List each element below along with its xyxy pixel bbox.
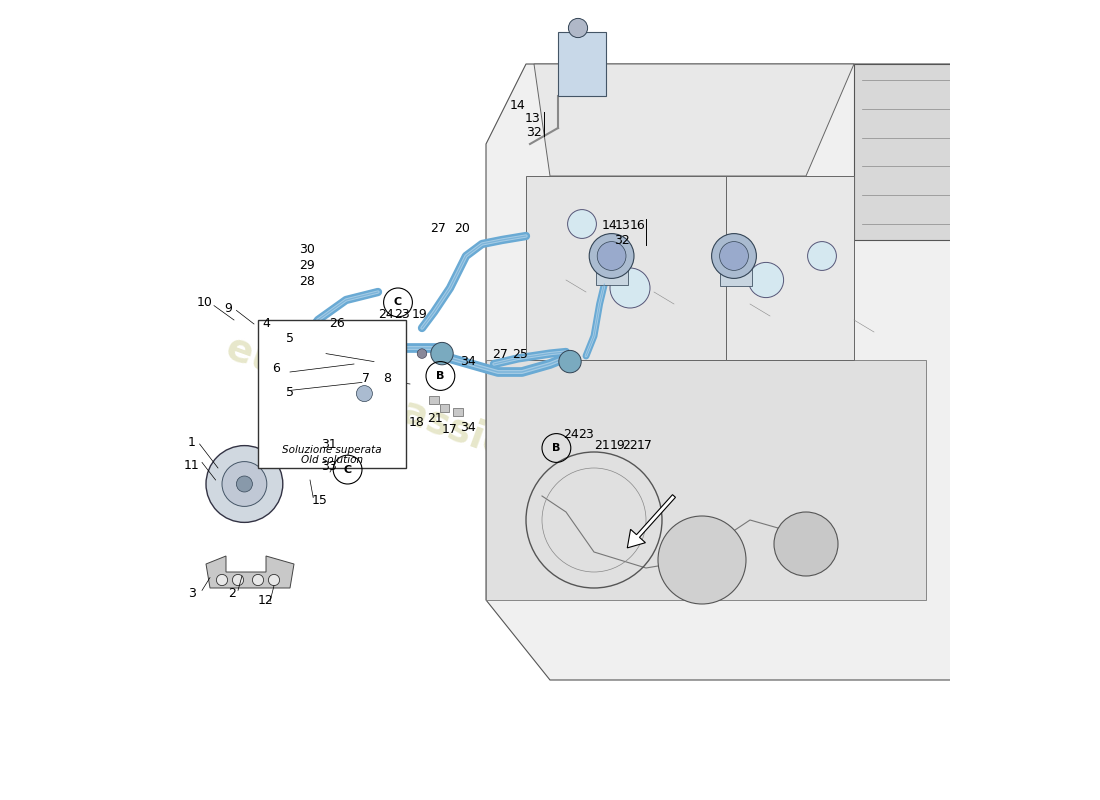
Text: 29: 29 <box>299 259 315 272</box>
Circle shape <box>610 268 650 308</box>
Text: 1: 1 <box>188 436 196 449</box>
Text: 3: 3 <box>188 587 196 600</box>
Bar <box>440 404 449 412</box>
Text: 16: 16 <box>629 219 645 232</box>
Text: 8: 8 <box>384 372 392 385</box>
Text: 22: 22 <box>623 439 638 452</box>
Polygon shape <box>726 176 854 360</box>
Text: C: C <box>343 465 352 474</box>
Text: 14: 14 <box>602 219 617 232</box>
Circle shape <box>217 574 228 586</box>
Circle shape <box>569 18 587 38</box>
FancyBboxPatch shape <box>854 64 966 240</box>
Circle shape <box>236 476 252 492</box>
Text: B: B <box>552 443 561 453</box>
Text: 13: 13 <box>615 219 630 232</box>
Circle shape <box>268 574 279 586</box>
Text: 23: 23 <box>579 428 594 441</box>
Circle shape <box>807 242 836 270</box>
Circle shape <box>774 512 838 576</box>
Circle shape <box>305 403 315 413</box>
Text: 12: 12 <box>258 594 274 606</box>
Text: B: B <box>437 371 444 381</box>
Text: 17: 17 <box>442 423 458 436</box>
Text: 10: 10 <box>197 296 212 309</box>
Text: 4: 4 <box>262 317 270 330</box>
Text: 32: 32 <box>526 126 542 138</box>
Circle shape <box>597 242 626 270</box>
Text: 24: 24 <box>563 428 579 441</box>
Text: Soluzione superata: Soluzione superata <box>283 445 382 454</box>
FancyBboxPatch shape <box>258 320 406 468</box>
Text: 14: 14 <box>510 99 526 112</box>
Text: C: C <box>394 298 403 307</box>
Text: 27: 27 <box>492 348 507 361</box>
Text: Old solution: Old solution <box>301 455 363 465</box>
Circle shape <box>719 242 748 270</box>
Text: 15: 15 <box>311 494 328 506</box>
Text: 33: 33 <box>321 460 337 473</box>
Circle shape <box>568 210 596 238</box>
Text: 24: 24 <box>378 308 394 321</box>
Text: 18: 18 <box>408 416 425 429</box>
Polygon shape <box>486 64 990 680</box>
Text: 6: 6 <box>273 362 280 374</box>
Circle shape <box>341 367 351 377</box>
Polygon shape <box>558 32 606 96</box>
FancyArrow shape <box>627 494 675 548</box>
Text: 2: 2 <box>228 587 235 600</box>
Text: 5: 5 <box>286 332 294 345</box>
Text: 21: 21 <box>594 439 609 452</box>
Text: 19: 19 <box>411 308 428 321</box>
Text: 20: 20 <box>454 222 470 234</box>
Text: 19: 19 <box>610 439 626 452</box>
Bar <box>595 266 628 285</box>
Circle shape <box>559 350 581 373</box>
Circle shape <box>232 574 243 586</box>
Circle shape <box>748 262 783 298</box>
Text: 5: 5 <box>286 386 294 398</box>
Text: 27: 27 <box>430 222 446 234</box>
Circle shape <box>590 234 634 278</box>
Text: 34: 34 <box>460 355 475 368</box>
Text: 9: 9 <box>224 302 232 315</box>
Bar <box>453 408 463 416</box>
Text: 31: 31 <box>321 438 337 450</box>
Circle shape <box>417 349 427 358</box>
Polygon shape <box>534 64 854 176</box>
Circle shape <box>270 439 278 449</box>
Bar <box>720 266 752 286</box>
Text: 11: 11 <box>184 459 199 472</box>
Text: 17: 17 <box>637 439 652 452</box>
Text: euroto passion for ferrari (oun): euroto passion for ferrari (oun) <box>221 329 879 599</box>
Text: 34: 34 <box>460 421 475 434</box>
Circle shape <box>658 516 746 604</box>
Circle shape <box>431 342 453 365</box>
Polygon shape <box>486 360 926 600</box>
Text: 32: 32 <box>614 234 630 246</box>
Text: 26: 26 <box>329 317 345 330</box>
Circle shape <box>206 446 283 522</box>
Text: 25: 25 <box>512 348 528 361</box>
Polygon shape <box>206 556 294 588</box>
Bar <box>429 396 439 404</box>
Text: 30: 30 <box>299 243 315 256</box>
Text: 7: 7 <box>362 372 370 385</box>
Text: 23: 23 <box>394 308 410 321</box>
Text: 28: 28 <box>299 275 315 288</box>
Circle shape <box>222 462 267 506</box>
Circle shape <box>356 386 373 402</box>
Text: 13: 13 <box>525 112 540 125</box>
Circle shape <box>252 574 264 586</box>
Polygon shape <box>526 176 726 360</box>
Text: 21: 21 <box>427 412 442 425</box>
Circle shape <box>385 350 395 359</box>
Circle shape <box>712 234 757 278</box>
